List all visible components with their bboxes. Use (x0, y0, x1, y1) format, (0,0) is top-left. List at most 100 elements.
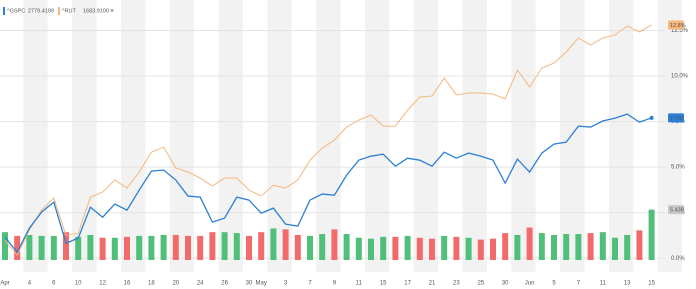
x-tick-label: 15 (648, 281, 655, 287)
x-tick-label: 18 (148, 281, 155, 287)
volume-bar (392, 236, 399, 260)
value-tag (668, 113, 684, 123)
legend-value: 2779.4199 (28, 8, 54, 14)
volume-bar (26, 234, 33, 260)
volume-bar (185, 235, 191, 260)
series-line (4, 24, 652, 257)
volume-bar (2, 232, 8, 260)
column-band (72, 0, 97, 272)
volume-bar (233, 233, 240, 260)
column-band (316, 0, 341, 272)
x-tick-label: Apr (0, 281, 9, 287)
x-tick-label: 17 (404, 281, 411, 287)
volume-bar (441, 235, 448, 260)
value-tag-label: 12.8% (670, 23, 686, 29)
volume-bar (624, 234, 631, 260)
volume-bar (63, 232, 69, 260)
y-tick-label: 0.0% (671, 256, 685, 262)
column-band (120, 0, 146, 272)
volume-bar (172, 234, 179, 260)
volume-bar (453, 236, 460, 260)
volume-bar (124, 236, 130, 260)
volume-bar (587, 233, 594, 260)
volume-bar (526, 227, 533, 260)
x-tick-label: 21 (429, 281, 436, 287)
column-band (218, 0, 243, 272)
legend-swatch (58, 7, 60, 15)
volume-bar (221, 232, 228, 260)
volume-bar (75, 236, 82, 260)
volume-bar (563, 234, 570, 260)
x-tick-label: 4 (28, 281, 32, 287)
x-tick-label: 13 (624, 281, 631, 287)
x-tick-label: 23 (453, 281, 460, 287)
volume-bar (270, 228, 277, 260)
volume-bar (368, 238, 374, 260)
y-tick-label: 12.5% (671, 28, 689, 34)
volume-bar (209, 232, 216, 260)
volume-bar (258, 232, 265, 260)
column-band (267, 0, 292, 272)
x-tick-label: 10 (75, 281, 82, 287)
volume-bar (294, 234, 301, 260)
x-tick-label: 7 (577, 281, 581, 287)
x-tick-label: 12 (99, 281, 106, 287)
volume-bar (477, 239, 484, 260)
column-band (608, 0, 634, 272)
volume-bar (319, 234, 326, 260)
legend-value: 1683.9100 (83, 8, 109, 14)
volume-bar (14, 235, 21, 260)
volume-bar (50, 235, 57, 260)
volume-bar (514, 234, 521, 260)
series-line (4, 113, 652, 254)
legend-close[interactable]: × (110, 8, 114, 15)
volume-bar (99, 237, 106, 260)
column-band (511, 0, 536, 272)
end-dot (649, 115, 654, 120)
x-tick-label: 20 (172, 281, 179, 287)
volume-bar (380, 236, 387, 260)
volume-bar (575, 234, 582, 260)
y-tick-label: 10.0% (671, 74, 689, 80)
column-band (413, 0, 439, 272)
volume-bar (38, 235, 45, 260)
x-tick-label: Jun (525, 281, 535, 287)
volume-bar (111, 237, 118, 260)
y-tick-label: 5.0% (671, 165, 685, 171)
volume-bar (599, 232, 606, 260)
x-tick-label: May (256, 281, 267, 287)
volume-bar (282, 229, 289, 260)
column-band (657, 0, 683, 272)
volume-bar (465, 237, 472, 260)
x-tick-label: 30 (246, 281, 253, 287)
volume-bar (612, 237, 618, 260)
x-tick-label: 7 (308, 281, 312, 287)
volume-bar (331, 229, 338, 260)
volume-bar (87, 234, 94, 260)
column-band (169, 0, 195, 272)
volume-bar (246, 235, 252, 260)
volume-bar (636, 230, 643, 260)
volume-bar (148, 235, 155, 260)
volume-bar (538, 233, 545, 260)
volume-bar (136, 235, 143, 260)
volume-bar (160, 234, 167, 260)
legend-name: ^GSPC (7, 8, 25, 14)
value-tag-label: 7.7% (670, 116, 683, 122)
x-tick-label: 11 (356, 281, 363, 287)
value-tag (668, 20, 684, 30)
legend-name: ^RUT (62, 8, 77, 14)
column-band (560, 0, 585, 272)
x-tick-label: 6 (52, 281, 56, 287)
x-tick-label: 30 (502, 281, 509, 287)
x-tick-label: 11 (600, 281, 607, 287)
column-band (364, 0, 390, 272)
x-tick-label: 9 (333, 281, 337, 287)
volume-bar (502, 233, 509, 260)
volume-bar (551, 234, 557, 260)
x-tick-label: 16 (124, 281, 131, 287)
volume-bar (355, 237, 362, 260)
value-tag-label: 5.43B (670, 208, 685, 214)
x-tick-label: 5 (552, 281, 556, 287)
